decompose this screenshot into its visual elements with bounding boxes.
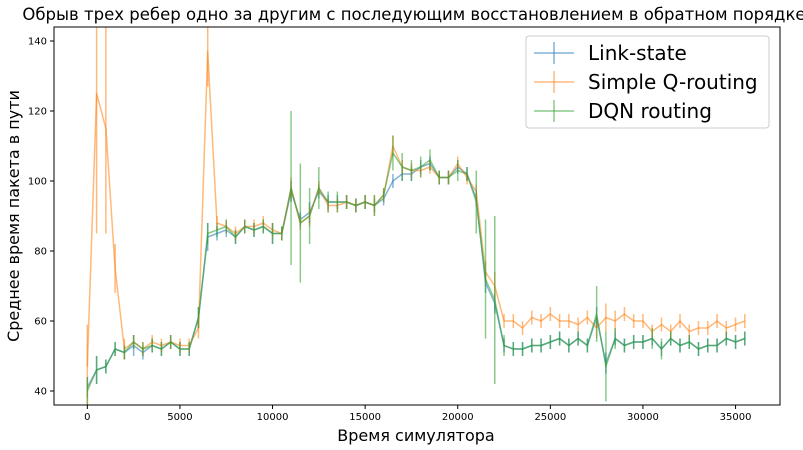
series-link-state [86,156,746,398]
series-dqn-routing [86,111,746,405]
x-tick-label: 35000 [720,412,752,423]
x-tick-label: 25000 [534,412,566,423]
legend-item: Simple Q-routing [534,70,758,94]
legend-label: Link-state [588,41,687,65]
legend: Link-state Simple Q-routing DQN routing [525,35,770,129]
x-tick-label: 20000 [442,412,474,423]
chart-title: Обрыв трех ребер одно за другим с послед… [22,5,803,24]
y-tick-label: 120 [28,107,47,118]
legend-label: DQN routing [588,99,712,123]
series-line [86,50,746,367]
legend-item: Link-state [534,41,687,65]
y-axis: 40 60 80 100 120 140 [28,37,54,398]
y-tick-label: 80 [34,247,47,258]
plot-area [86,27,746,405]
legend-item: DQN routing [534,99,712,123]
y-tick-label: 140 [28,37,47,48]
x-tick-label: 5000 [167,412,192,423]
y-tick-label: 60 [34,317,47,328]
x-tick-label: 0 [84,412,90,423]
legend-label: Simple Q-routing [588,70,758,94]
x-axis: 0 5000 10000 15000 20000 25000 30000 35000 [84,405,751,423]
x-tick-label: 15000 [349,412,381,423]
series-line [86,152,746,392]
legend-box [525,35,770,129]
plot-frame [53,26,781,406]
x-tick-label: 30000 [627,412,659,423]
series-line [86,162,746,388]
y-tick-label: 40 [34,387,47,398]
x-axis-label: Время симулятора [337,426,494,445]
y-axis-label: Среднее время пакета в пути [4,90,23,342]
x-tick-label: 10000 [257,412,289,423]
y-tick-label: 100 [28,177,47,188]
